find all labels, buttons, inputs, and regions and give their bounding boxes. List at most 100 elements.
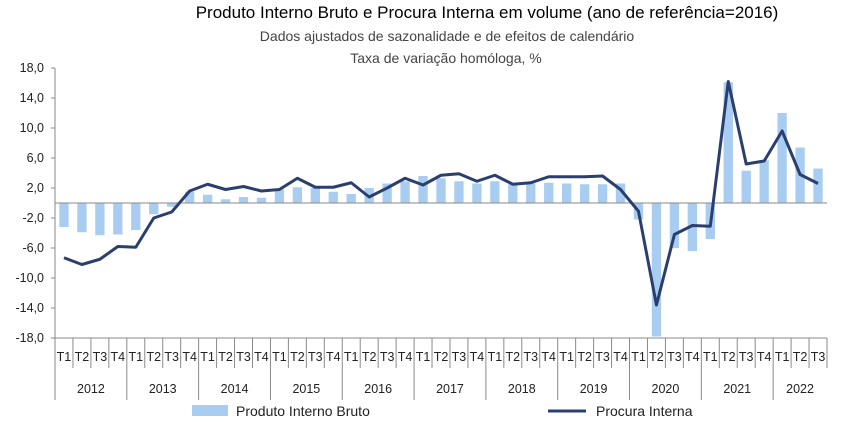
y-axis-ticks: 18,0 14,0 10,0 6,0 2,0 -2,0 -6,0 -10,0 -14,0 -18,… [16, 61, 45, 345]
gdp-bar [651, 203, 662, 337]
x-year-label: 2017 [436, 382, 464, 396]
x-quarter-label: T1 [703, 350, 718, 364]
legend-label-demand: Procura Interna [596, 403, 693, 419]
x-quarter-label: T4 [541, 350, 556, 364]
gdp-bar [597, 184, 608, 203]
x-quarter-label: T1 [128, 350, 143, 364]
gdp-bar [131, 203, 141, 230]
x-quarter-label: T1 [488, 350, 503, 364]
x-quarter-label: T2 [218, 350, 233, 364]
y-tick-label: -6,0 [22, 241, 44, 255]
gdp-bar [346, 194, 356, 203]
x-quarter-label: T2 [793, 350, 808, 364]
chart-subtitle-2: Taxa de variação homóloga, % [350, 50, 541, 66]
gdp-bar [579, 184, 590, 203]
y-tick-label: 6,0 [27, 151, 44, 165]
x-quarter-label: T1 [775, 350, 790, 364]
gdp-bar [777, 113, 787, 203]
gdp-bar [562, 183, 572, 203]
x-quarter-label: T3 [236, 350, 251, 364]
x-quarter-label: T1 [416, 350, 431, 364]
gdp-bar [167, 203, 177, 207]
gdp-bar [490, 181, 500, 203]
x-quarter-label: T2 [362, 350, 377, 364]
gdp-bar [77, 203, 87, 233]
x-quarter-label: T3 [380, 350, 395, 364]
x-quarter-label: T4 [326, 350, 341, 364]
gdp-bar [202, 194, 213, 203]
x-quarter-label: T4 [685, 350, 700, 364]
x-quarter-label: T2 [649, 350, 664, 364]
gdp-bar [615, 183, 626, 203]
gdp-bar [184, 191, 195, 203]
y-tick-label: 18,0 [20, 61, 44, 75]
gdp-bar [472, 183, 482, 203]
x-quarter-label: T3 [93, 350, 108, 364]
chart-subtitle-1: Dados ajustados de sazonalidade e de efe… [260, 28, 635, 44]
gdp-bar [813, 168, 823, 203]
y-tick-label: -14,0 [16, 301, 45, 315]
gdp-bar [454, 181, 464, 203]
x-quarter-label: T1 [57, 350, 72, 364]
axes [51, 67, 827, 339]
x-quarter-label: T4 [182, 350, 197, 364]
x-quarter-label: T3 [739, 350, 754, 364]
x-quarter-label: T2 [290, 350, 305, 364]
x-quarter-label: T2 [577, 350, 592, 364]
gdp-bar [526, 183, 536, 203]
x-quarter-label: T1 [344, 350, 359, 364]
x-year-label: 2020 [652, 382, 680, 396]
x-quarter-label: T3 [308, 350, 323, 364]
x-quarter-label: T3 [523, 350, 538, 364]
gdp-bar [436, 178, 446, 203]
x-quarter-label: T1 [631, 350, 646, 364]
x-year-label: 2019 [580, 382, 608, 396]
x-year-label: 2013 [149, 382, 177, 396]
gdp-bar [113, 203, 123, 235]
x-quarter-label: T4 [613, 350, 628, 364]
gdp-bar [149, 203, 159, 215]
gdp-bar [256, 197, 267, 203]
x-quarter-label: T3 [452, 350, 467, 364]
y-tick-label: 2,0 [27, 181, 44, 195]
gdp-bar [544, 182, 554, 203]
x-year-label: 2012 [77, 382, 105, 396]
domestic-demand-line [63, 80, 819, 307]
x-quarter-label: T2 [146, 350, 161, 364]
x-quarter-label: T4 [398, 350, 413, 364]
x-year-label: 2022 [786, 382, 814, 396]
legend: Produto Interno Bruto Procura Interna [192, 403, 693, 419]
y-tick-label: 14,0 [20, 91, 44, 105]
gdp-bar [59, 203, 69, 227]
gdp-bar [238, 197, 249, 203]
gdp-bar [723, 82, 733, 203]
x-quarter-label: T1 [200, 350, 215, 364]
x-quarter-label: T4 [470, 350, 485, 364]
gdp-bar [310, 188, 320, 203]
x-year-label: 2018 [508, 382, 536, 396]
gdp-bar [274, 189, 285, 203]
gdp-bar [669, 203, 680, 248]
x-quarter-label: T3 [667, 350, 682, 364]
y-tick-label: -10,0 [16, 271, 45, 285]
gdp-bar [508, 184, 518, 203]
x-year-label: 2015 [292, 382, 320, 396]
gdp-bar [382, 183, 392, 203]
chart-title: Produto Interno Bruto e Procura Interna … [196, 3, 779, 22]
y-tick-label: -18,0 [16, 331, 45, 345]
x-axis-year-ticks: 2012 2013 2014 2015 2016 2017 2018 2019 2020 2021… [54, 368, 814, 400]
gdp-bar [328, 191, 338, 203]
x-year-label: 2014 [221, 382, 249, 396]
x-quarter-label: T3 [164, 350, 179, 364]
x-quarter-label: T2 [75, 350, 90, 364]
x-quarter-label: T2 [434, 350, 449, 364]
x-quarter-label: T2 [506, 350, 521, 364]
x-quarter-label: T3 [595, 350, 610, 364]
gdp-bar [400, 181, 410, 203]
x-quarter-label: T3 [811, 350, 826, 364]
legend-label-gdp: Produto Interno Bruto [236, 403, 370, 419]
x-quarter-label: T1 [272, 350, 287, 364]
y-tick-label: 10,0 [20, 121, 44, 135]
gdp-bar [418, 176, 428, 203]
